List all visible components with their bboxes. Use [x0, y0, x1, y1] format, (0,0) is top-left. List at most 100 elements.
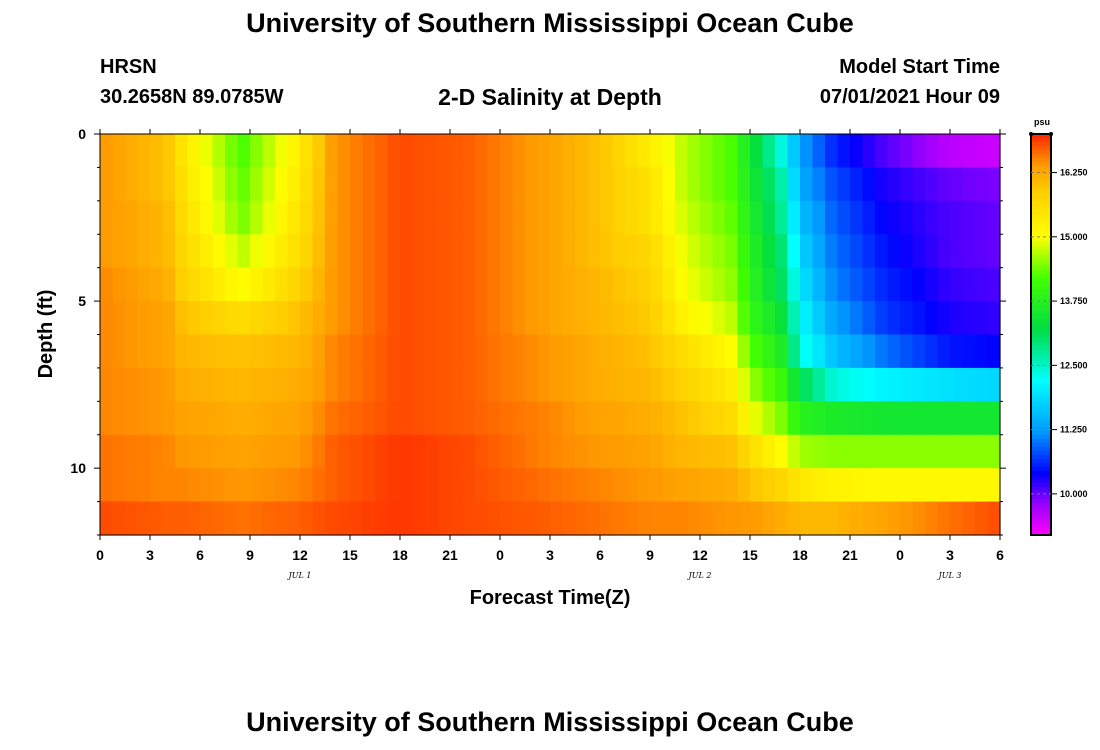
heatmap-cell	[787, 200, 801, 235]
heatmap-cell	[625, 434, 639, 469]
heatmap-cell	[237, 501, 251, 536]
heatmap-cell	[200, 367, 214, 402]
heatmap-cell	[487, 267, 501, 302]
heatmap-cell	[837, 334, 851, 369]
heatmap-cell	[787, 234, 801, 269]
heatmap-cell	[425, 267, 439, 302]
heatmap-cell	[600, 468, 614, 503]
heatmap-cell	[562, 367, 576, 402]
heatmap-cell	[950, 200, 964, 235]
heatmap-cell	[762, 301, 776, 336]
colorbar-segment	[1031, 482, 1051, 488]
heatmap-cell	[475, 200, 489, 235]
heatmap-cell	[950, 434, 964, 469]
heatmap-cell	[300, 401, 314, 436]
colorbar-segment	[1031, 386, 1051, 392]
heatmap-cell	[462, 267, 476, 302]
heatmap-cell	[975, 334, 989, 369]
colorbar-segment	[1031, 402, 1051, 408]
heatmap-cell	[300, 200, 314, 235]
colorbar-segment	[1031, 302, 1051, 308]
heatmap-cell	[125, 334, 139, 369]
heatmap-cell	[787, 267, 801, 302]
heatmap-cell	[925, 134, 939, 169]
heatmap-cell	[825, 401, 839, 436]
heatmap-cell	[437, 234, 451, 269]
heatmap-cell	[337, 267, 351, 302]
colorbar-segment	[1031, 474, 1051, 480]
colorbar-segment	[1031, 254, 1051, 259]
heatmap-cell	[162, 234, 176, 269]
heatmap-cell	[850, 134, 864, 169]
heatmap-cell	[900, 167, 914, 202]
heatmap-cell	[362, 301, 376, 336]
heatmap-cell	[975, 167, 989, 202]
heatmap-cell	[187, 401, 201, 436]
heatmap-cell	[987, 267, 1001, 302]
heatmap-cell	[237, 267, 251, 302]
colorbar-segment	[1031, 446, 1051, 452]
heatmap-cell	[637, 134, 651, 169]
heatmap-cell	[300, 434, 314, 469]
heatmap-cell	[875, 468, 889, 503]
heatmap-cell	[737, 501, 751, 536]
heatmap-cell	[775, 134, 789, 169]
heatmap-cell	[725, 434, 739, 469]
heatmap-cell	[175, 200, 189, 235]
heatmap-cell	[625, 401, 639, 436]
heatmap-cell	[212, 200, 226, 235]
colorbar-segment	[1031, 174, 1051, 179]
heatmap-cell	[125, 134, 139, 169]
colorbar-segment	[1031, 286, 1051, 291]
heatmap-cell	[650, 501, 664, 536]
chart-subtitle: 2-D Salinity at Depth	[438, 84, 662, 110]
heatmap-cell	[737, 301, 751, 336]
heatmap-cell	[850, 301, 864, 336]
heatmap-cell	[787, 434, 801, 469]
heatmap-cell	[300, 468, 314, 503]
colorbar-segment	[1031, 278, 1051, 283]
heatmap-cell	[162, 334, 176, 369]
heatmap-cell	[287, 200, 301, 235]
heatmap-cell	[125, 434, 139, 469]
heatmap-cell	[875, 434, 889, 469]
heatmap-cell	[900, 134, 914, 169]
heatmap-cell	[150, 434, 164, 469]
heatmap-cell	[400, 367, 414, 402]
heatmap-cell	[987, 234, 1001, 269]
heatmap-cell	[437, 167, 451, 202]
heatmap-cell	[750, 200, 764, 235]
heatmap-cell	[875, 334, 889, 369]
heatmap-cell	[587, 167, 601, 202]
heatmap-cell	[575, 401, 589, 436]
heatmap-cell	[325, 301, 339, 336]
heatmap-cell	[937, 234, 951, 269]
heatmap-cell	[737, 134, 751, 169]
colorbar-corner-dot	[1049, 132, 1053, 136]
heatmap-cell	[637, 468, 651, 503]
heatmap-cell	[350, 434, 364, 469]
heatmap-cell	[825, 334, 839, 369]
heatmap-cell	[600, 267, 614, 302]
heatmap-cell	[862, 367, 876, 402]
x-axis-title: Forecast Time(Z)	[470, 587, 631, 609]
heatmap-cell	[525, 301, 539, 336]
heatmap-cell	[650, 267, 664, 302]
colorbar-segment	[1031, 226, 1051, 231]
heatmap-cell	[962, 468, 976, 503]
heatmap-cell	[875, 401, 889, 436]
heatmap-cell	[487, 200, 501, 235]
heatmap-cell	[300, 134, 314, 169]
colorbar-segment	[1031, 358, 1051, 364]
heatmap-cell	[312, 468, 326, 503]
heatmap-cell	[337, 501, 351, 536]
heatmap-cell	[225, 200, 239, 235]
heatmap-cell	[887, 334, 901, 369]
heatmap-cell	[450, 167, 464, 202]
heatmap-cell	[662, 468, 676, 503]
heatmap-cell	[837, 200, 851, 235]
heatmap-cell	[737, 434, 751, 469]
heatmap-cell	[312, 200, 326, 235]
colorbar-tick-label: 12.500	[1060, 360, 1088, 370]
heatmap-cell	[587, 134, 601, 169]
